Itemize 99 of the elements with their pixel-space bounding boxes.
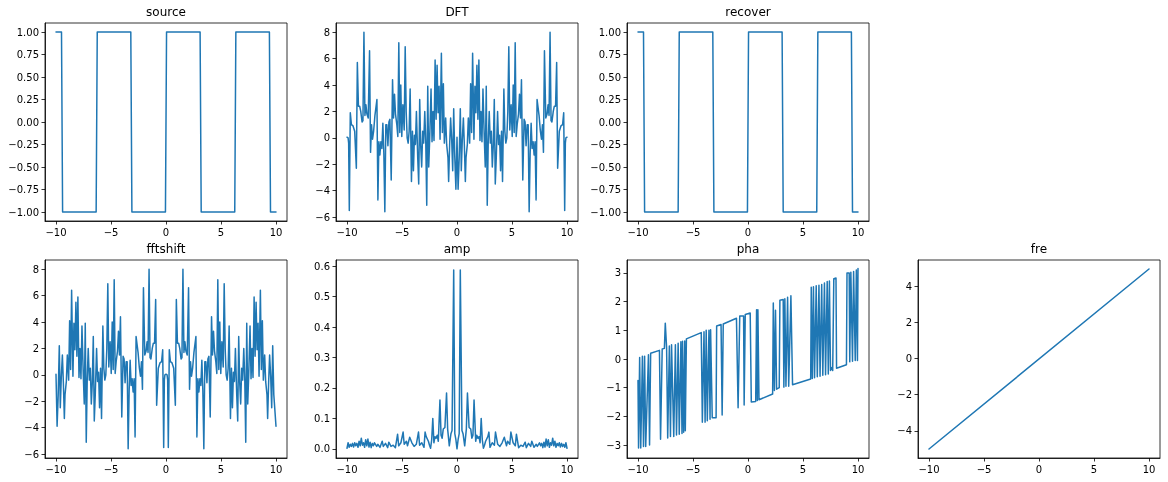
y-tick-label: 1	[614, 324, 621, 336]
chart-title: pha	[736, 242, 760, 256]
y-tick-label: 2	[32, 342, 39, 354]
x-tick-label: −10	[918, 463, 940, 475]
x-tick-label: −10	[45, 463, 67, 475]
y-tick-label: 3	[614, 267, 621, 279]
x-tick-label: 0	[162, 463, 170, 475]
y-tick-label: 0	[323, 132, 330, 144]
y-tick-label: 0.75	[16, 49, 39, 60]
x-tick-label: 5	[217, 226, 225, 238]
x-tick-label: 0	[162, 226, 170, 238]
x-tick-label: −10	[627, 226, 649, 238]
y-tick-label: 0.2	[314, 382, 330, 394]
y-tick-label: 2	[905, 316, 912, 328]
y-tick-label: 0	[905, 353, 912, 365]
y-tick-label: 8	[323, 26, 330, 38]
line-series	[346, 269, 568, 450]
chart-title: fre	[1030, 242, 1048, 256]
x-tick-label: 0	[744, 463, 752, 475]
y-tick-label: 6	[32, 290, 39, 302]
y-tick-label: 4	[905, 280, 912, 292]
y-tick-label: 0.0	[314, 443, 330, 455]
y-tick-label: 0.00	[16, 116, 39, 128]
x-tick-label: −10	[336, 226, 358, 238]
x-tick-label: 5	[508, 463, 516, 475]
y-tick-label: −2	[897, 389, 912, 401]
y-tick-label: 0.3	[314, 351, 330, 363]
y-tick-label: −6	[315, 211, 330, 223]
y-tick-label: −2	[315, 158, 330, 170]
line-series	[346, 31, 568, 213]
x-tick-label: −10	[45, 226, 67, 238]
y-tick-label: −4	[315, 185, 330, 197]
y-tick-label: −1.00	[8, 206, 39, 218]
y-tick-label: 1.00	[16, 26, 39, 38]
y-tick-label: 1.00	[598, 26, 621, 38]
y-tick-label: 0.50	[598, 71, 621, 83]
y-tick-label: 8	[32, 263, 39, 275]
x-tick-label: 10	[560, 226, 574, 238]
y-tick-label: 0	[614, 353, 621, 365]
y-tick-label: 0.1	[314, 412, 330, 424]
y-tick-label: −0.50	[8, 161, 39, 173]
y-tick-label: 0.50	[16, 71, 39, 83]
x-tick-label: 5	[1090, 463, 1098, 475]
x-tick-label: 10	[851, 463, 865, 475]
x-tick-label: −5	[394, 463, 410, 475]
y-tick-label: −1.00	[590, 206, 621, 218]
y-tick-label: −0.25	[590, 139, 621, 150]
x-tick-label: −5	[685, 226, 701, 238]
y-tick-label: 4	[32, 316, 39, 328]
chart-title: DFT	[445, 5, 470, 19]
x-tick-label: 5	[799, 226, 807, 238]
line-series	[55, 268, 277, 450]
y-tick-label: 0	[32, 369, 39, 381]
y-tick-label: −0.25	[8, 139, 39, 150]
chart-title: source	[146, 5, 186, 19]
y-tick-label: −4	[24, 422, 39, 434]
chart-title: recover	[725, 5, 771, 19]
x-tick-label: −5	[976, 463, 992, 475]
y-tick-label: 0.6	[314, 260, 330, 272]
y-tick-label: −2	[606, 410, 621, 422]
y-tick-label: 4	[323, 79, 330, 91]
y-tick-label: −2	[24, 395, 39, 407]
line-series	[637, 267, 859, 449]
x-tick-label: 5	[799, 463, 807, 475]
x-tick-label: 10	[851, 226, 865, 238]
x-tick-label: 0	[744, 226, 752, 238]
x-tick-label: 10	[269, 463, 283, 475]
y-tick-label: 0.4	[314, 321, 330, 333]
y-tick-label: 6	[323, 53, 330, 65]
x-tick-label: 0	[453, 226, 461, 238]
y-tick-label: 0.5	[314, 291, 330, 303]
x-tick-label: 5	[217, 463, 225, 475]
y-tick-label: 2	[323, 105, 330, 117]
y-tick-label: 2	[614, 296, 621, 308]
x-tick-label: 10	[560, 463, 574, 475]
y-tick-label: 0.75	[598, 49, 621, 60]
y-tick-label: −4	[897, 425, 912, 437]
x-tick-label: −5	[103, 226, 119, 238]
y-tick-label: −0.75	[590, 184, 621, 195]
chart-title: fftshift	[146, 242, 186, 256]
x-tick-label: −5	[394, 226, 410, 238]
x-tick-label: −10	[627, 463, 649, 475]
y-tick-label: −6	[24, 448, 39, 460]
y-tick-label: 0.25	[16, 94, 39, 105]
x-tick-label: −5	[103, 463, 119, 475]
y-tick-label: 0.00	[598, 116, 621, 128]
x-tick-label: 5	[508, 226, 516, 238]
x-tick-label: 0	[1035, 463, 1043, 475]
y-tick-label: −3	[606, 439, 621, 451]
x-tick-label: 0	[453, 463, 461, 475]
y-tick-label: 0.25	[598, 94, 621, 105]
x-tick-label: −10	[336, 463, 358, 475]
y-tick-label: −0.75	[8, 184, 39, 195]
x-tick-label: −5	[685, 463, 701, 475]
chart-title: amp	[443, 242, 471, 256]
x-tick-label: 10	[1142, 463, 1156, 475]
y-tick-label: −1	[606, 382, 621, 394]
x-tick-label: 10	[269, 226, 283, 238]
y-tick-label: −0.50	[590, 161, 621, 173]
